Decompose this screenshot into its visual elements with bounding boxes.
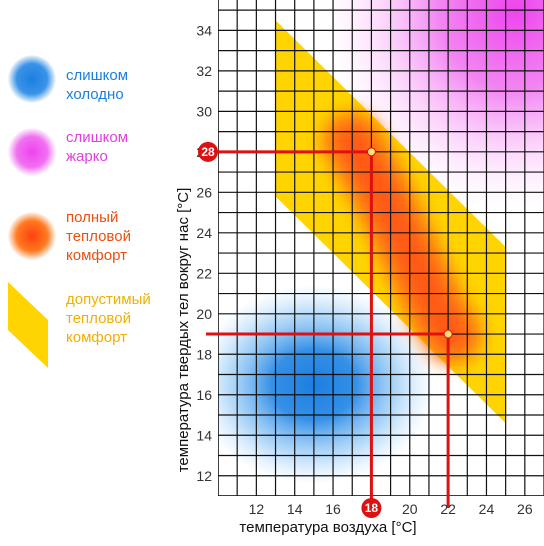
legend-swatch-cold <box>8 55 56 103</box>
legend-label-acceptable-comfort: допустимый тепловой комфорт <box>66 291 151 346</box>
x-tick-label: 24 <box>479 501 495 517</box>
axis-marker-label: 18 <box>365 501 379 515</box>
legend-swatch-acceptable-comfort <box>8 282 48 368</box>
y-tick-label: 24 <box>196 225 212 241</box>
y-tick-label: 32 <box>196 63 212 79</box>
axis-markers: 28 18 <box>198 141 382 518</box>
y-tick-label: 14 <box>196 427 212 443</box>
y-tick-label: 26 <box>196 184 212 200</box>
x-tick-label: 26 <box>517 501 533 517</box>
y-tick-label: 18 <box>196 346 212 362</box>
legend-swatch-full-comfort <box>8 212 56 260</box>
x-axis-label: температура воздуха [°C] <box>239 519 416 536</box>
axis-marker-label: 28 <box>201 145 215 159</box>
y-tick-label: 22 <box>196 265 212 281</box>
legend-swatch-hot <box>8 128 56 176</box>
x-tick-label: 22 <box>440 501 456 517</box>
x-tick-label: 14 <box>287 501 303 517</box>
y-tick-label: 20 <box>196 306 212 322</box>
x-tick-label: 20 <box>402 501 418 517</box>
x-tick-label: 12 <box>249 501 265 517</box>
legend-label-hot: слишком жарко <box>66 129 129 165</box>
y-tick-label: 34 <box>196 22 212 38</box>
regions <box>218 0 544 485</box>
y-tick-label: 12 <box>196 468 212 484</box>
y-axis-label: температура твердых тел вокруг нас [°C] <box>175 188 192 473</box>
y-tick-label: 30 <box>196 103 212 119</box>
reference-lines <box>206 147 453 508</box>
y-tick-label: 16 <box>196 387 212 403</box>
legend-label-cold: слишком холодно <box>66 67 129 103</box>
axis-marker <box>361 498 382 518</box>
x-tick-label: 16 <box>325 501 341 517</box>
region-too-hot <box>325 0 544 211</box>
plot-area <box>218 0 544 496</box>
reference-point <box>366 147 376 157</box>
legend-label-full-comfort: полный тепловой комфорт <box>66 209 131 264</box>
axis-marker <box>198 141 218 162</box>
reference-point <box>443 329 453 339</box>
